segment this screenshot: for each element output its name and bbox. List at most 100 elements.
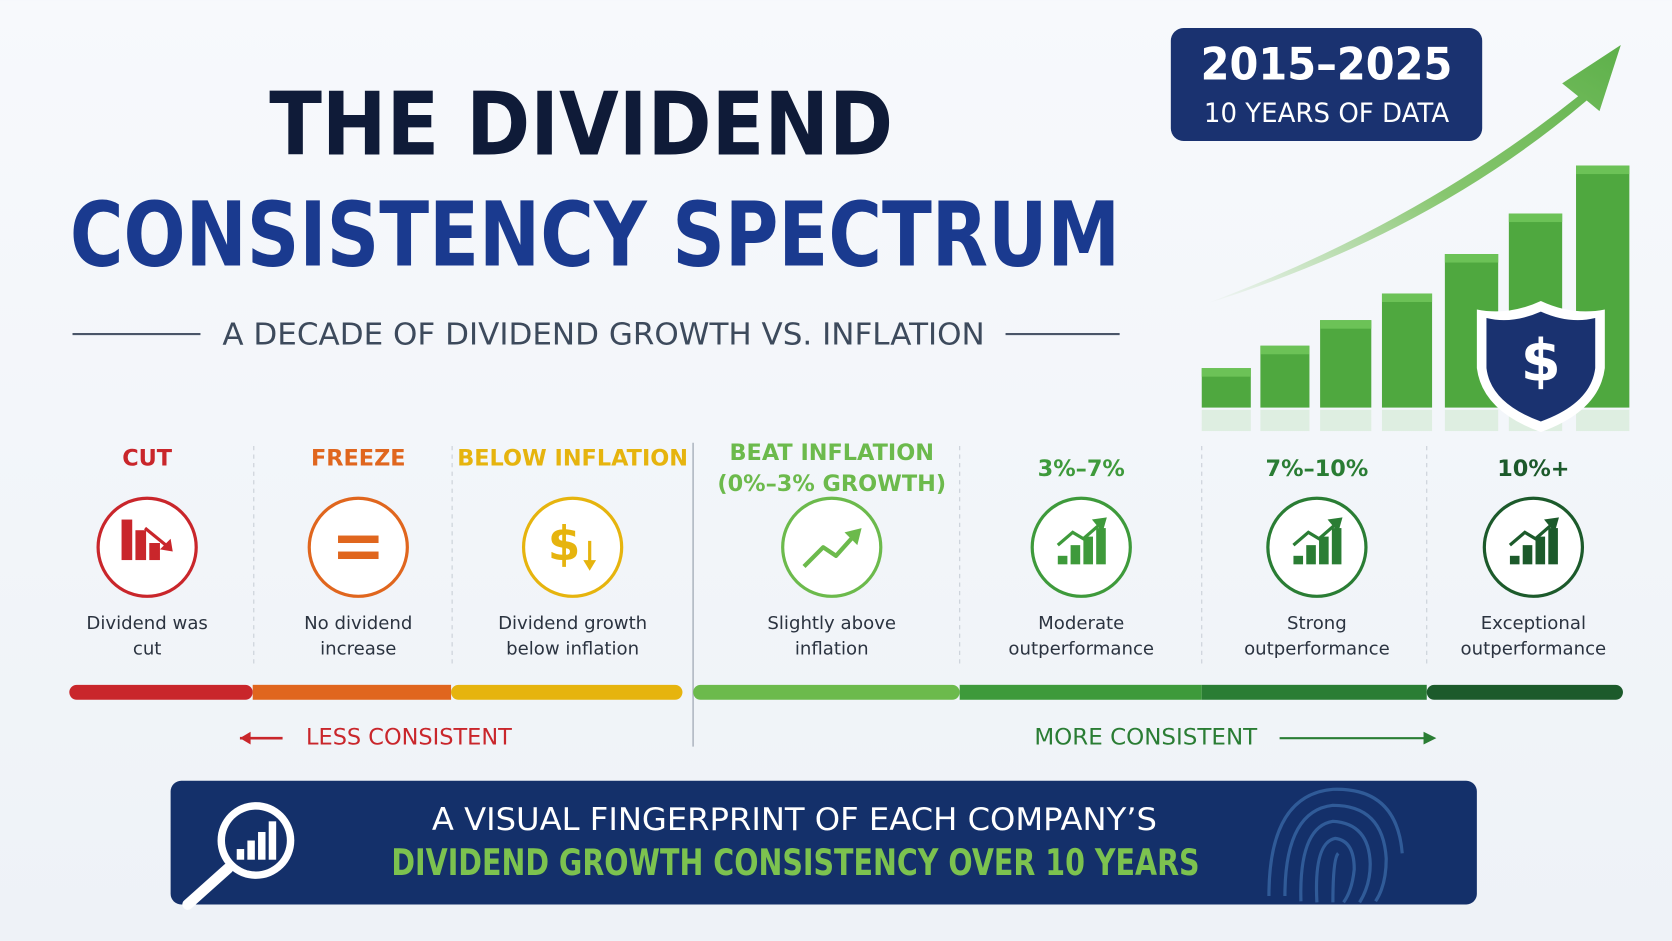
spectrum: CUT Dividend was cut FREEZE No dividend incre… xyxy=(69,440,1623,747)
subtitle: A DECADE OF DIVIDEND GROWTH VS. INFLATIO… xyxy=(222,318,984,353)
icon-ring xyxy=(1030,496,1132,598)
icon-ring xyxy=(96,496,198,598)
icon-bar xyxy=(1096,528,1106,565)
segment-description: No dividend xyxy=(304,613,412,634)
segment-description: Dividend growth xyxy=(498,613,647,634)
icon-bar xyxy=(1548,528,1558,565)
growth-bar-reflection xyxy=(1260,409,1310,432)
badge-caption: 10 YEARS OF DATA xyxy=(1204,98,1449,129)
icon-bar xyxy=(1522,545,1533,565)
magnifier-lens xyxy=(224,809,287,872)
spectrum-bar xyxy=(69,684,253,700)
segment-description: below inflation xyxy=(506,639,639,660)
icon-trend-head xyxy=(1544,517,1559,533)
growth-bar-top xyxy=(1381,293,1433,303)
segment-description: outperformance xyxy=(1461,639,1607,660)
less-arrow-head xyxy=(239,731,251,745)
spectrum-bar xyxy=(693,684,960,700)
growth-bar xyxy=(1320,320,1372,408)
segment-description: outperformance xyxy=(1008,639,1154,660)
spectrum-bar xyxy=(451,684,683,700)
icon-trend-head xyxy=(1327,517,1343,533)
banner-line-2: DIVIDEND GROWTH CONSISTENCY OVER 10 YEAR… xyxy=(391,841,1199,884)
icon-dollar: $ xyxy=(548,517,581,572)
segment-label: CUT xyxy=(122,445,173,471)
fingerprint xyxy=(1267,787,1404,904)
icon-trend xyxy=(1508,522,1554,547)
icon-bar xyxy=(1083,536,1093,565)
growth-bar xyxy=(1260,345,1310,408)
growth-graphic xyxy=(1201,45,1630,432)
icon-down-head xyxy=(583,560,597,571)
badge-years: 2015–2025 xyxy=(1201,37,1453,90)
segment-description: Strong xyxy=(1287,613,1347,634)
icon-bar xyxy=(1293,555,1304,565)
icon-ring xyxy=(1266,496,1368,598)
segment-description: inflation xyxy=(795,639,869,660)
title-line-2: CONSISTENCY SPECTRUM xyxy=(70,184,1120,288)
segment-label: BEAT INFLATION xyxy=(729,440,933,466)
growth-bar-top xyxy=(1444,254,1499,263)
icon-trend-head xyxy=(844,528,862,546)
banner-line-1: A VISUAL FINGERPRINT OF EACH COMPANY’S xyxy=(432,802,1157,838)
growth-bar-reflection xyxy=(1320,409,1372,432)
badge xyxy=(1170,27,1483,142)
title-line-1: THE DIVIDEND xyxy=(269,73,893,175)
icon-trend xyxy=(1292,522,1338,547)
icon-bar xyxy=(135,530,147,561)
shield-symbol: $ xyxy=(1521,328,1561,395)
segment-description: Slightly above xyxy=(767,613,896,634)
segment-description: Dividend was xyxy=(86,613,207,634)
banner xyxy=(170,780,1477,905)
icon-bar xyxy=(121,519,133,561)
segment-description: outperformance xyxy=(1244,639,1390,660)
more-arrow-head xyxy=(1423,731,1437,745)
icon-trend xyxy=(802,533,857,568)
segment-label: 7%–10% xyxy=(1266,456,1369,482)
segment-description: increase xyxy=(320,639,396,660)
icon-arrow-head xyxy=(159,538,173,552)
icon-bar xyxy=(1319,536,1329,565)
segment-label: FREEZE xyxy=(311,445,406,471)
icon-ring xyxy=(521,496,624,598)
spectrum-bar xyxy=(1426,684,1623,700)
growth-bar-top xyxy=(1320,320,1372,329)
growth-bar-top xyxy=(1508,213,1563,223)
icon-bar xyxy=(1070,545,1081,565)
growth-bar-reflection xyxy=(1381,409,1433,432)
magnifier-handle xyxy=(182,862,234,910)
growth-bar-reflection xyxy=(1576,409,1630,432)
icon-trend xyxy=(1056,522,1102,547)
icon-bar xyxy=(149,543,160,561)
more-consistent: MORE CONSISTENT xyxy=(1034,725,1257,751)
growth-bar-top xyxy=(1201,368,1251,377)
growth-bar xyxy=(1381,293,1433,408)
spectrum-bar xyxy=(959,684,1202,700)
icon-bar xyxy=(1535,536,1546,565)
spectrum-bar xyxy=(252,684,452,700)
icon-arrow xyxy=(144,526,170,549)
icon-bar xyxy=(1509,555,1520,565)
icon-equals xyxy=(338,535,379,544)
shield xyxy=(1486,311,1596,422)
growth-bar-reflection xyxy=(1201,409,1251,432)
growth-bar-reflection xyxy=(1444,409,1499,432)
segment-label: BELOW INFLATION xyxy=(457,445,688,471)
growth-bar-top xyxy=(1576,165,1630,175)
segment-description: Moderate xyxy=(1038,613,1124,634)
segment-description: cut xyxy=(133,639,162,660)
icon-ring xyxy=(307,496,409,598)
icon-equals xyxy=(338,551,379,560)
segment-description: Exceptional xyxy=(1481,613,1586,634)
icon-ring xyxy=(781,496,883,598)
magnifier-bars xyxy=(236,821,277,860)
segment-label: (0%–3% GROWTH) xyxy=(717,471,946,497)
less-consistent: LESS CONSISTENT xyxy=(306,725,512,751)
segment-label: 10%+ xyxy=(1497,456,1569,482)
icon-ring xyxy=(1482,496,1585,598)
spectrum-bar xyxy=(1201,684,1427,700)
icon-bar xyxy=(1331,528,1342,565)
segment-label: 3%–7% xyxy=(1038,456,1125,482)
